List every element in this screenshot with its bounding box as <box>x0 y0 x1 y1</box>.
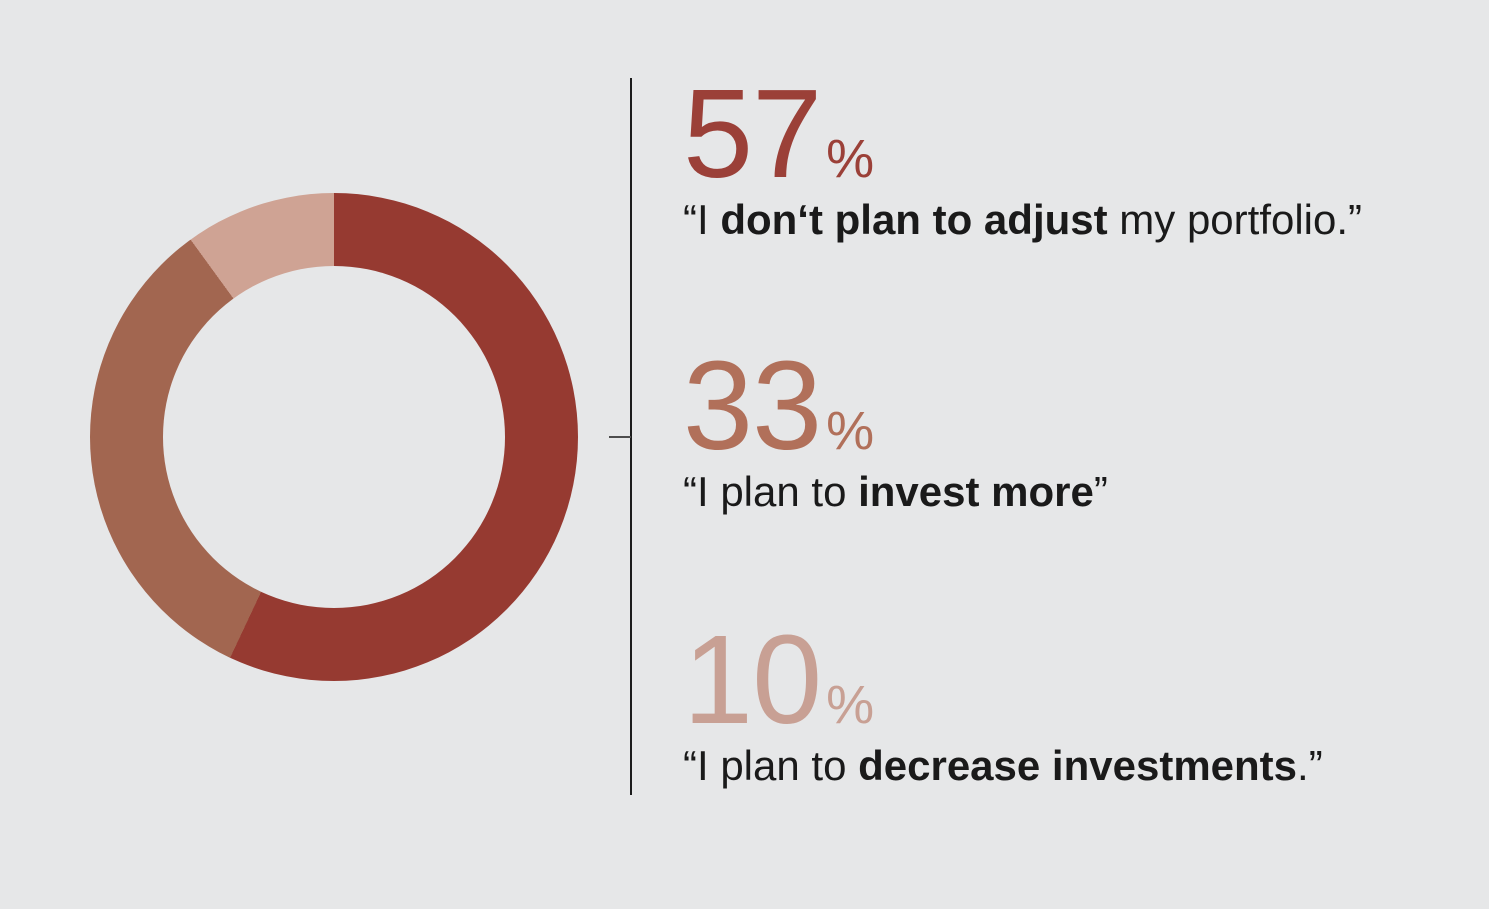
stat-quote: “I plan to decrease investments.” <box>683 745 1323 787</box>
quote-bold: invest more <box>858 468 1094 515</box>
quote-suffix: ” <box>1093 468 1108 515</box>
quote-bold: don‘t plan to adjust <box>720 196 1108 243</box>
stat-value: 10% <box>683 617 1323 743</box>
stat-quote: “I plan to invest more” <box>683 471 1108 513</box>
stat-value: 57% <box>683 71 1362 197</box>
stat-block-decrease: 10% “I plan to decrease investments.” <box>683 617 1323 787</box>
percent-sign: % <box>826 401 875 461</box>
donut-chart <box>90 193 578 681</box>
donut-hole <box>163 266 505 608</box>
stat-number: 10 <box>683 609 822 750</box>
quote-prefix: “I plan to <box>683 742 859 789</box>
quote-prefix: “I <box>683 196 721 243</box>
quote-suffix: .” <box>1297 742 1323 789</box>
stat-quote: “I don‘t plan to adjust my portfolio.” <box>683 199 1362 241</box>
quote-bold: decrease investments <box>858 742 1298 789</box>
stat-value: 33% <box>683 343 1108 469</box>
divider-line <box>630 78 632 795</box>
percent-sign: % <box>826 675 875 735</box>
stat-number: 33 <box>683 335 822 476</box>
quote-suffix: my portfolio.” <box>1107 196 1363 243</box>
stat-block-no-adjust: 57% “I don‘t plan to adjust my portfolio… <box>683 71 1362 241</box>
divider-tick <box>609 436 631 438</box>
stat-block-invest-more: 33% “I plan to invest more” <box>683 343 1108 513</box>
quote-prefix: “I plan to <box>683 468 859 515</box>
percent-sign: % <box>826 129 875 189</box>
stat-number: 57 <box>683 63 822 204</box>
